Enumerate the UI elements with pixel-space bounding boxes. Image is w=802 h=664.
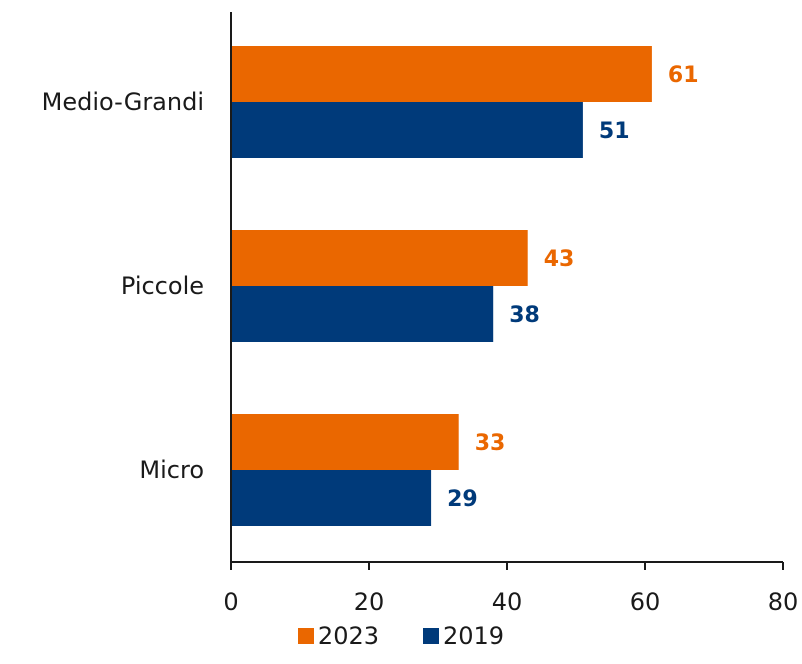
bar-medio-grandi-2019 (231, 102, 583, 158)
bar-chart: 61 51 Medio-Grandi 43 38 Piccole 33 29 Micro 0 20 4… (42, 12, 799, 616)
bar-piccole-2019 (231, 286, 494, 342)
bar-micro-2019 (231, 470, 432, 526)
x-tick-label-40: 40 (492, 588, 523, 616)
legend-item-2019: 2019 (423, 622, 504, 650)
legend-item-2023: 2023 (297, 622, 379, 650)
legend-swatch-2023 (297, 628, 314, 644)
legend-label-2019: 2019 (443, 622, 505, 650)
category-label-piccole: Piccole (121, 272, 204, 300)
category-label-medio-grandi: Medio-Grandi (42, 88, 204, 116)
bar-piccole-2023 (231, 230, 528, 286)
data-label-medio-grandi-2023: 61 (668, 63, 699, 88)
legend-label-2023: 2023 (317, 622, 379, 650)
x-tick-label-0: 0 (223, 588, 238, 616)
data-label-micro-2023: 33 (475, 431, 506, 456)
data-label-micro-2019: 29 (447, 487, 478, 512)
legend-swatch-2019 (423, 628, 439, 644)
x-tick-label-20: 20 (354, 588, 385, 616)
legend: 2023 2019 (0, 622, 802, 650)
data-label-piccole-2019: 38 (509, 303, 540, 328)
category-label-micro: Micro (139, 456, 204, 484)
data-label-piccole-2023: 43 (544, 247, 575, 272)
bar-medio-grandi-2023 (231, 46, 652, 102)
x-tick-label-60: 60 (630, 588, 661, 616)
bar-micro-2023 (231, 414, 459, 470)
x-tick-label-80: 80 (768, 588, 799, 616)
data-label-medio-grandi-2019: 51 (599, 119, 630, 144)
